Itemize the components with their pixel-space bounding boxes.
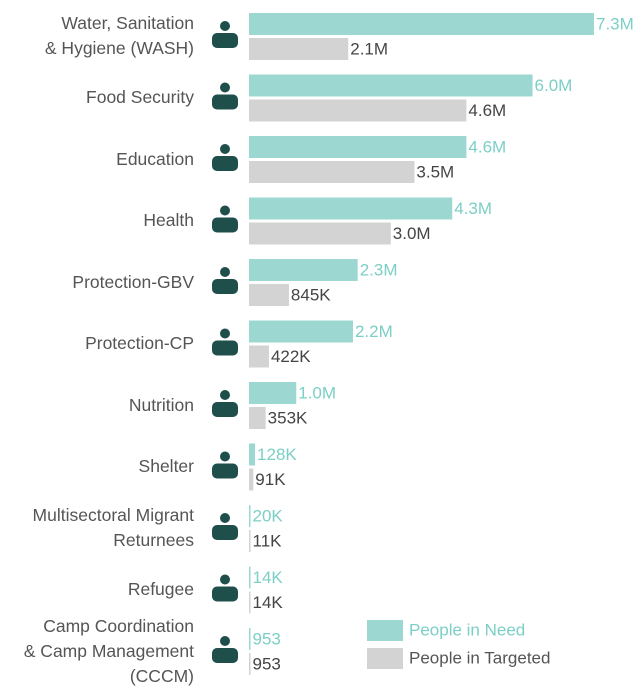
value-label: 14K (253, 568, 284, 587)
bar (249, 161, 415, 183)
category-icon (212, 574, 238, 602)
bar (249, 628, 251, 650)
icon-part (220, 267, 230, 277)
bar (249, 382, 297, 404)
bar (249, 345, 269, 368)
icon-part (212, 586, 238, 602)
value-label: 128K (257, 445, 297, 464)
icon-part (220, 328, 230, 339)
icon-part (220, 205, 230, 216)
value-label: 91K (255, 470, 286, 489)
icon-part (220, 21, 230, 31)
icon-part (220, 513, 230, 523)
legend-swatch (367, 620, 403, 641)
icon-part (212, 279, 238, 294)
bar (249, 99, 467, 122)
icon-part (212, 340, 238, 356)
category-label: Shelter (138, 456, 194, 476)
category-icon (212, 390, 238, 417)
category-icon (212, 82, 238, 110)
value-label: 2.3M (360, 260, 398, 279)
value-label: 4.6M (468, 137, 506, 156)
bar (249, 222, 391, 245)
bar (249, 407, 266, 429)
legend-label: People in Need (409, 620, 525, 639)
value-label: 953 (253, 629, 281, 648)
bar (249, 591, 251, 614)
bar (249, 505, 251, 527)
category-icon (212, 636, 238, 663)
bar (249, 320, 353, 343)
icon-part (212, 525, 238, 540)
value-label: 3.5M (416, 162, 454, 181)
bar (249, 653, 251, 675)
value-label: 353K (268, 408, 308, 427)
category-label: Multisectoral Migrant Returnees (32, 505, 194, 550)
icon-part (212, 156, 238, 171)
category-label: Protection-CP (85, 333, 194, 353)
icon-part (212, 217, 238, 233)
value-label: 7.3M (596, 14, 634, 33)
category-icon (212, 21, 238, 48)
value-label: 953 (253, 654, 281, 673)
category-label: Camp Coordination & Camp Management (CCC… (23, 615, 194, 686)
icon-part (212, 463, 238, 479)
value-label: 6.0M (535, 76, 573, 95)
legend-swatch (367, 648, 403, 669)
category-icon (212, 328, 238, 356)
icon-part (220, 451, 230, 462)
bar (249, 566, 251, 589)
icon-part (220, 82, 230, 93)
icon-part (220, 144, 230, 154)
value-label: 4.3M (454, 199, 492, 218)
value-label: 20K (253, 506, 284, 525)
bar (249, 284, 289, 306)
bar (249, 468, 254, 491)
bar (249, 443, 256, 466)
category-label: Health (143, 210, 194, 230)
icon-part (220, 636, 230, 646)
category-label: Education (116, 148, 194, 169)
category-label: Nutrition (128, 394, 194, 415)
value-label: 422K (271, 347, 311, 366)
bar (249, 259, 358, 281)
category-label: Food Security (86, 87, 194, 107)
icon-part (212, 402, 238, 417)
value-label: 3.0M (393, 224, 431, 243)
value-label: 11K (253, 531, 283, 550)
value-label: 4.6M (468, 101, 506, 120)
bar (249, 136, 467, 158)
category-icon (212, 451, 238, 479)
icon-part (212, 94, 238, 110)
bar (249, 74, 533, 97)
category-label: Water, Sanitation & Hygiene (WASH) (44, 13, 194, 58)
category-label: Protection-GBV (72, 271, 194, 292)
icon-part (220, 574, 230, 585)
icon-part (220, 390, 230, 400)
category-icon (212, 205, 238, 233)
icon-part (212, 648, 238, 663)
legend-label: People in Targeted (409, 648, 550, 667)
bar (249, 530, 251, 552)
bar (249, 38, 349, 60)
category-label: Refugee (127, 579, 194, 599)
value-label: 2.1M (350, 39, 388, 58)
value-label: 1.0M (298, 383, 336, 402)
category-icon (212, 144, 238, 171)
category-icon (212, 267, 238, 294)
category-icon (212, 513, 238, 540)
icon-part (212, 33, 238, 48)
value-label: 2.2M (355, 322, 393, 341)
value-label: 14K (253, 593, 284, 612)
bar (249, 197, 453, 220)
value-label: 845K (291, 285, 331, 304)
bar (249, 13, 594, 35)
